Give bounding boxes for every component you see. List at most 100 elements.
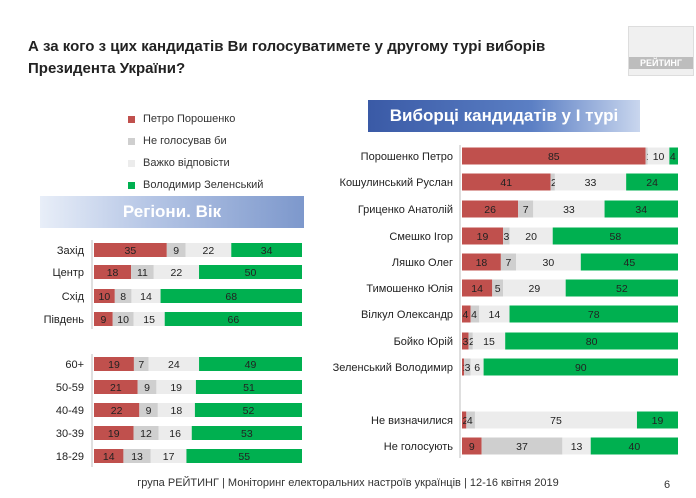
bar-segment [94, 265, 132, 279]
bar-segment [462, 411, 467, 429]
bar-segment [156, 380, 196, 394]
value-label: 18 [171, 405, 183, 417]
bar-segment [94, 380, 138, 394]
value-label: 58 [610, 231, 622, 243]
value-label: 9 [144, 382, 150, 394]
bar-segment [509, 227, 553, 245]
value-label: 34 [635, 204, 647, 216]
value-label: 21 [110, 382, 122, 394]
value-label: 22 [171, 267, 183, 279]
bar-segment [645, 147, 648, 165]
bar-segment [470, 305, 480, 323]
category-label: Бойко Юрій [394, 336, 453, 348]
category-label: Вілкул Олександр [361, 309, 453, 321]
value-label: 14 [471, 283, 483, 295]
chart-title: А за кого з цих кандидатів Ви голосувати… [28, 38, 546, 77]
value-label: 20 [525, 231, 537, 243]
value-label: 19 [652, 415, 664, 427]
value-label: 2 [463, 415, 469, 427]
bar-segment [636, 411, 678, 429]
category-label: 30-39 [56, 428, 84, 440]
bar-segment [474, 411, 637, 429]
bar-segment [199, 357, 302, 371]
page-number: 6 [664, 479, 671, 491]
bar-segment [131, 289, 161, 303]
bar-segment [462, 253, 501, 271]
category-label: 50-59 [56, 382, 84, 394]
bar-segment [590, 437, 678, 455]
value-label: 4 [670, 151, 676, 163]
footer: група РЕЙТИНГ | Моніторинг електоральних… [137, 477, 559, 489]
value-label: 19 [108, 428, 120, 440]
legend-swatch [128, 159, 135, 167]
value-label: 7 [523, 204, 529, 216]
bar-segment [133, 426, 159, 440]
bar-segment [94, 289, 115, 303]
logo-text: РЕЙТИНГ [629, 57, 693, 69]
category-label: Кошулинський Руслан [340, 177, 453, 189]
bar-segment [604, 200, 678, 218]
category-label: Порошенко Петро [361, 151, 453, 163]
bar-segment [464, 358, 471, 376]
bar-segment [133, 357, 149, 371]
value-label: 52 [243, 405, 255, 417]
category-label: Схід [62, 291, 85, 303]
bar-segment [483, 358, 678, 376]
bar-segment [580, 253, 678, 271]
value-label: 4 [463, 309, 469, 321]
value-label: 14 [103, 451, 115, 463]
bar-segment [472, 332, 506, 350]
bar-segment [199, 265, 302, 279]
value-label: 22 [203, 245, 215, 257]
value-label: 8 [120, 291, 126, 303]
value-label: 2 [551, 177, 557, 189]
value-label: 19 [477, 231, 489, 243]
value-label: 14 [489, 309, 501, 321]
category-label: Смешко Ігор [389, 231, 453, 243]
bar-segment [139, 403, 158, 417]
value-label: 17 [163, 451, 175, 463]
bar-segment [133, 312, 165, 326]
value-label: 45 [624, 257, 636, 269]
category-label: Не визначилися [371, 415, 453, 427]
bar-segment [191, 426, 302, 440]
value-label: 41 [500, 177, 512, 189]
bar-segment [462, 332, 469, 350]
bar-segment [554, 173, 627, 191]
bar-segment [500, 253, 516, 271]
value-label: 13 [571, 441, 583, 453]
category-label: Південь [44, 314, 85, 326]
legend-label: Петро Порошенко [143, 113, 236, 125]
category-label: Ляшко Олег [392, 257, 453, 269]
bar-segment [157, 403, 195, 417]
legend-swatch [128, 181, 135, 189]
value-label: 9 [469, 441, 475, 453]
bar-segment [166, 243, 186, 257]
value-label: 18 [476, 257, 488, 269]
bar-segment [518, 200, 534, 218]
category-label: Захід [57, 245, 85, 257]
bar-segment [185, 243, 232, 257]
value-label: 52 [616, 283, 628, 295]
bar-segment [94, 403, 140, 417]
rating-logo: РЕЙТИНГ [628, 26, 694, 76]
value-label: 11 [137, 267, 148, 279]
value-label: 4 [467, 415, 473, 427]
bar-segment [164, 312, 302, 326]
value-label: 75 [550, 415, 562, 427]
bar-segment [552, 227, 678, 245]
bar-segment [503, 279, 566, 297]
value-label: 34 [261, 245, 273, 257]
value-label: 80 [586, 336, 598, 348]
legend-label: Володимир Зеленський [143, 179, 264, 191]
bar-segment [94, 357, 134, 371]
bar-segment [462, 227, 504, 245]
right-chart-header: Виборці кандидатів у I турі [368, 100, 640, 132]
category-label: 18-29 [56, 451, 84, 463]
legend: Петро Порошенко Не голосував би Важко ві… [128, 108, 263, 196]
legend-item-not-vote: Не голосував би [128, 130, 263, 152]
category-label: Центр [53, 267, 85, 279]
value-label: 68 [225, 291, 237, 303]
value-label: 6 [474, 362, 480, 374]
